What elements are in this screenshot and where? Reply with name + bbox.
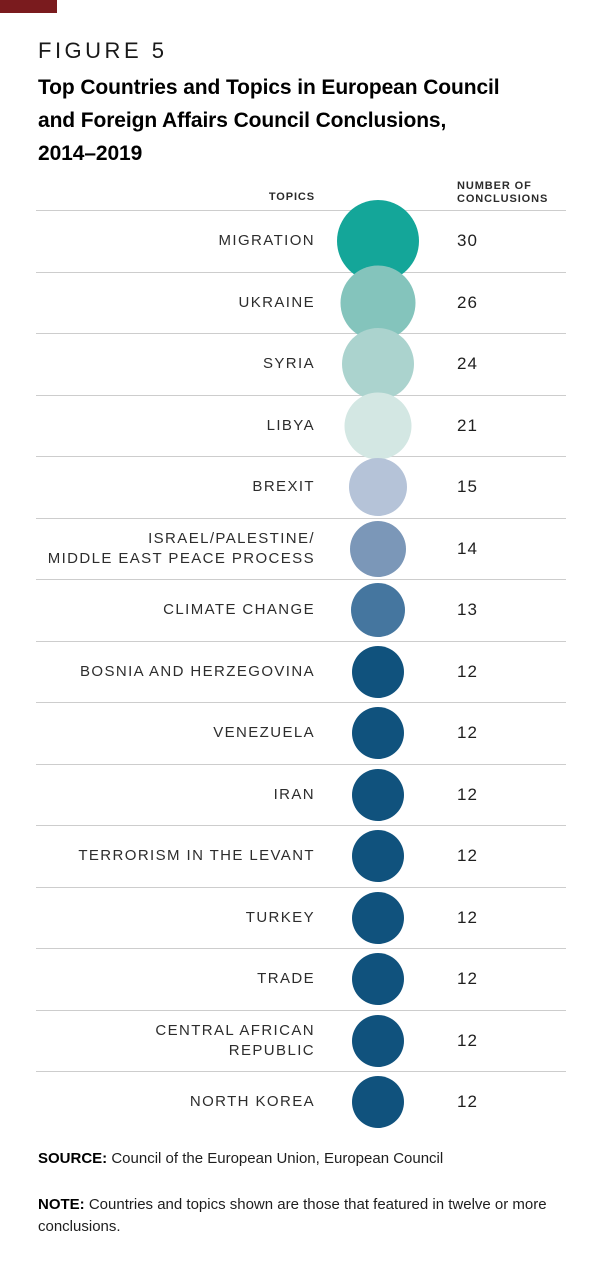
value-bubble (352, 645, 404, 698)
topic-label: TURKEY (245, 908, 315, 926)
topic-label: CLIMATE CHANGE (163, 601, 315, 619)
column-header-topics: TOPICS (268, 191, 315, 203)
table-row: TURKEY 12 (36, 886, 566, 949)
value-text: 15 (457, 477, 478, 497)
topic-label: SYRIA (262, 355, 315, 373)
value-text: 12 (457, 723, 478, 743)
value-bubble (352, 1014, 404, 1067)
topic-label: CENTRAL AFRICAN REPUBLIC (155, 1021, 315, 1059)
value-text: 24 (457, 354, 478, 374)
note-label: NOTE: (38, 1196, 85, 1213)
value-bubble (352, 891, 404, 944)
value-text: 21 (457, 415, 478, 435)
value-bubble (352, 953, 404, 1006)
source-label: SOURCE: (38, 1150, 108, 1167)
value-bubble (351, 583, 405, 638)
value-text: 13 (457, 600, 478, 620)
value-text: 14 (457, 538, 478, 558)
table-row: BREXIT 15 (36, 456, 566, 518)
topic-label: IRAN (273, 785, 315, 803)
figure-title-line-3: 2014–2019 (38, 142, 143, 165)
figure-number: FIGURE 5 (38, 38, 168, 63)
topic-label: LIBYA (266, 416, 315, 434)
topic-label: ISRAEL/PALESTINE/ MIDDLE EAST PEACE PROC… (47, 529, 315, 567)
note-text: Countries and topics shown are those tha… (38, 1196, 547, 1235)
table-row: IRAN 12 (36, 763, 566, 826)
value-bubble (352, 830, 404, 883)
table-row: LIBYA 21 (36, 392, 566, 460)
table-row: ISRAEL/PALESTINE/ MIDDLE EAST PEACE PROC… (36, 517, 566, 580)
source-line: SOURCE: Council of the European Union, E… (38, 1148, 566, 1170)
topic-label: MIGRATION (218, 232, 315, 250)
value-bubble (340, 265, 416, 341)
topic-label: TRADE (257, 970, 315, 988)
value-bubble (352, 768, 404, 821)
value-bubble (352, 707, 404, 760)
source-text: Council of the European Union, European … (107, 1150, 444, 1167)
value-bubble (349, 458, 407, 517)
value-text: 26 (457, 292, 478, 312)
table-row: MIGRATION 30 (36, 200, 566, 283)
value-text: 12 (457, 907, 478, 927)
figure-title: Top Countries and Topics in European Cou… (38, 71, 500, 170)
topic-label: BOSNIA AND HERZEGOVINA (79, 662, 315, 680)
table-row: CLIMATE CHANGE 13 (36, 579, 566, 641)
table-row: TRADE 12 (36, 948, 566, 1010)
value-bubble (342, 328, 414, 401)
figure-title-line-2: and Foreign Affairs Council Conclusions, (38, 109, 447, 132)
topic-label: VENEZUELA (213, 724, 315, 742)
value-text: 12 (457, 846, 478, 866)
table-row: NORTH KOREA 12 (36, 1071, 566, 1133)
figure-title-line-1: Top Countries and Topics in European Cou… (38, 76, 500, 99)
table-row: BOSNIA AND HERZEGOVINA 12 (36, 640, 566, 703)
value-text: 12 (457, 1092, 478, 1112)
value-bubble (350, 520, 406, 577)
value-text: 30 (457, 231, 478, 251)
column-header-number-of-conclusions: NUMBER OF CONCLUSIONS (457, 180, 549, 205)
value-bubble (352, 1076, 404, 1129)
topic-label: UKRAINE (238, 293, 315, 311)
table-row: UKRAINE 26 (36, 265, 566, 341)
topic-label: NORTH KOREA (189, 1093, 315, 1111)
value-text: 12 (457, 1030, 478, 1050)
table-row: TERRORISM IN THE LEVANT 12 (36, 825, 566, 887)
topic-label: BREXIT (252, 478, 315, 496)
topic-label: TERRORISM IN THE LEVANT (78, 847, 315, 865)
value-text: 12 (457, 784, 478, 804)
brand-corner-mark (0, 0, 57, 13)
value-text: 12 (457, 969, 478, 989)
table-row: CENTRAL AFRICAN REPUBLIC 12 (36, 1009, 566, 1072)
note-line: NOTE: Countries and topics shown are tho… (38, 1194, 566, 1238)
table-row: VENEZUELA 12 (36, 702, 566, 764)
value-text: 12 (457, 661, 478, 681)
bubble-table: MIGRATION 30 UKRAINE 26 SYRIA 24 LIBYA 2… (36, 200, 566, 1133)
table-row: SYRIA 24 (36, 328, 566, 401)
value-bubble (344, 392, 412, 460)
